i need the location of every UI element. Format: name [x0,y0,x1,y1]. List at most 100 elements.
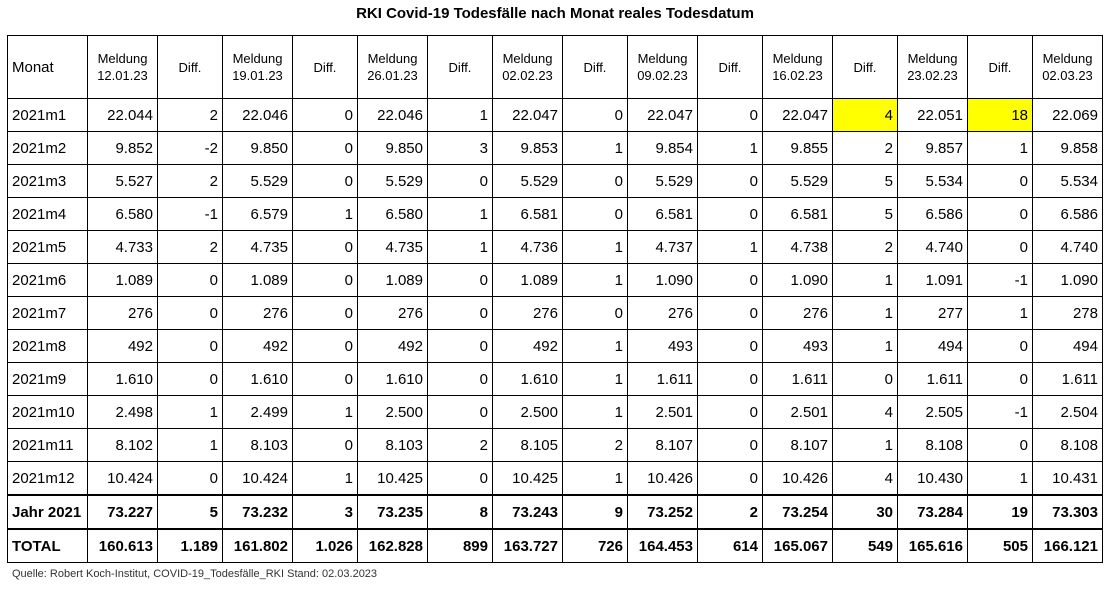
meldung-cell: 22.069 [1032,98,1103,132]
meldung-cell: 4.735 [222,230,293,264]
diff-cell: -2 [157,131,223,165]
diff-cell: 1 [697,131,763,165]
meldung-cell: 10.425 [357,461,428,496]
header-label: Meldung [772,51,823,66]
meldung-cell: 10.430 [897,461,968,496]
table-row: 2021m3 5.527 2 5.529 0 5.529 0 5.529 0 5.529 0 5.52… [7,164,1103,198]
meldung-cell: 494 [897,329,968,363]
diff-cell: 0 [427,395,493,429]
diff-cell: 0 [292,329,358,363]
meldung-cell: 8.103 [222,428,293,462]
header-meldung: Meldung 26.01.23 [357,35,428,99]
diff-cell: 0 [157,263,223,297]
meldung-cell: 2.501 [762,395,833,429]
diff-cell: 0 [427,461,493,496]
meldung-cell: 1.090 [1032,263,1103,297]
row-label: 2021m5 [7,230,88,264]
meldung-cell: 9.857 [897,131,968,165]
meldung-cell: 494 [1032,329,1103,363]
meldung-cell: 493 [627,329,698,363]
header-label: Diff. [448,59,472,75]
meldung-cell: 4.740 [1032,230,1103,264]
meldung-cell: 160.613 [87,528,158,563]
row-label: 2021m8 [7,329,88,363]
diff-cell: 1 [562,461,628,496]
diff-cell: 0 [697,98,763,132]
meldung-cell: 5.534 [897,164,968,198]
meldung-cell: 1.610 [87,362,158,396]
diff-cell: 0 [697,197,763,231]
diff-cell: 0 [292,428,358,462]
diff-cell: 549 [832,528,898,563]
meldung-cell: 1.091 [897,263,968,297]
diff-cell: 5 [157,494,223,530]
diff-cell: 1 [967,461,1033,496]
diff-cell: 1 [832,296,898,330]
meldung-cell: 22.047 [762,98,833,132]
meldung-cell: 5.529 [762,164,833,198]
header-label: Meldung [907,51,958,66]
deaths-table: Monat Meldung 12.01.23 Diff. Meldung 19.01.2… [7,35,1103,563]
meldung-cell: 1.610 [492,362,563,396]
meldung-cell: 1.610 [222,362,293,396]
meldung-cell: 73.243 [492,494,563,530]
meldung-cell: 8.102 [87,428,158,462]
diff-cell: 0 [562,164,628,198]
meldung-cell: 5.529 [492,164,563,198]
row-label: 2021m6 [7,263,88,297]
meldung-cell: 10.426 [762,461,833,496]
meldung-cell: 5.529 [627,164,698,198]
diff-cell: 0 [427,296,493,330]
table-row: 2021m5 4.733 2 4.735 0 4.735 1 4.736 1 4.737 1 4.73… [7,230,1103,264]
diff-cell: 0 [292,98,358,132]
diff-cell: 1 [427,230,493,264]
diff-cell: 1 [292,395,358,429]
diff-cell: 0 [157,329,223,363]
diff-cell: 0 [697,395,763,429]
header-meldung: Meldung 16.02.23 [762,35,833,99]
meldung-cell: 162.828 [357,528,428,563]
diff-cell: 1 [697,230,763,264]
row-label: 2021m2 [7,131,88,165]
header-meldung: Meldung 23.02.23 [897,35,968,99]
header-meldung: Meldung 02.03.23 [1032,35,1103,99]
meldung-cell: 73.303 [1032,494,1103,530]
meldung-cell: 8.108 [1032,428,1103,462]
meldung-cell: 277 [897,296,968,330]
row-label: 2021m7 [7,296,88,330]
header-label: Diff. [178,59,202,75]
diff-cell: 0 [427,164,493,198]
row-label: 2021m12 [7,461,88,496]
diff-cell: 0 [292,164,358,198]
diff-cell: 4 [832,98,898,132]
diff-cell: 0 [697,296,763,330]
meldung-cell: 4.738 [762,230,833,264]
header-label: Meldung [97,51,148,66]
diff-cell: 1 [562,230,628,264]
diff-cell: 2 [562,428,628,462]
diff-cell: 0 [292,131,358,165]
diff-cell: 0 [292,263,358,297]
meldung-cell: 492 [87,329,158,363]
meldung-cell: 5.527 [87,164,158,198]
row-label: 2021m4 [7,197,88,231]
diff-cell: 2 [157,164,223,198]
meldung-cell: 73.227 [87,494,158,530]
diff-cell: -1 [967,263,1033,297]
row-label: Jahr 2021 [7,494,88,530]
row-label: 2021m3 [7,164,88,198]
table-row: TOTAL 160.613 1.189 161.802 1.026 162.828 899 1… [7,528,1103,563]
meldung-cell: 10.424 [87,461,158,496]
source-note: Quelle: Robert Koch-Institut, COVID-19_T… [12,568,378,580]
meldung-cell: 9.850 [357,131,428,165]
meldung-cell: 10.424 [222,461,293,496]
meldung-cell: 166.121 [1032,528,1103,563]
header-label: Diff. [313,59,337,75]
header-diff: Diff. [697,35,763,99]
header-label: Diff. [718,59,742,75]
meldung-cell: 5.534 [1032,164,1103,198]
meldung-cell: 73.254 [762,494,833,530]
diff-cell: 726 [562,528,628,563]
header-label: Meldung [367,51,418,66]
table-row: 2021m10 2.498 1 2.499 1 2.500 0 2.500 1 2.501 0 2.5… [7,395,1103,429]
